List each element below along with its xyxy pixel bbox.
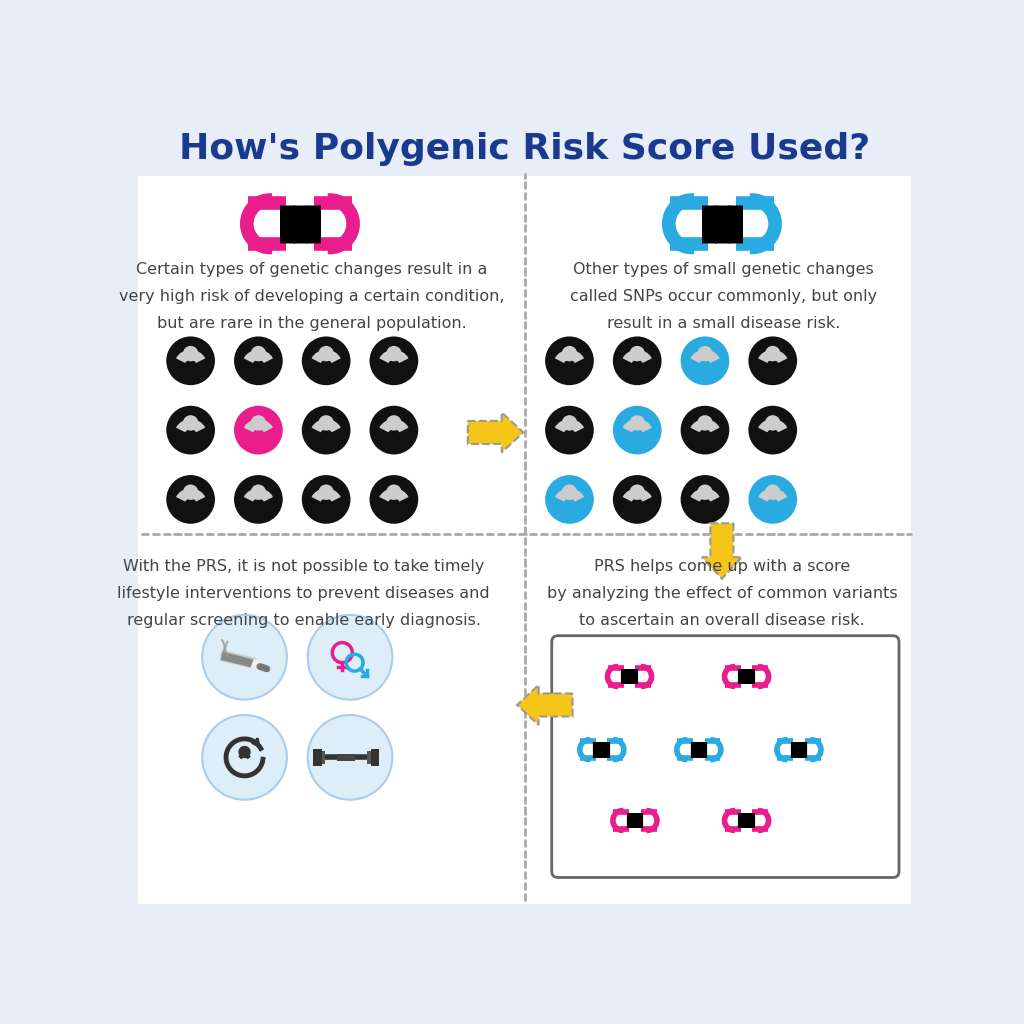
Polygon shape — [468, 413, 523, 453]
Circle shape — [183, 415, 199, 431]
Circle shape — [318, 346, 334, 361]
Circle shape — [746, 404, 799, 456]
Circle shape — [746, 474, 799, 525]
Circle shape — [165, 335, 216, 386]
Circle shape — [562, 484, 578, 500]
Circle shape — [562, 415, 578, 431]
Circle shape — [611, 404, 663, 456]
Circle shape — [765, 415, 780, 431]
Circle shape — [202, 614, 287, 699]
Circle shape — [630, 415, 645, 431]
Circle shape — [369, 404, 420, 456]
Circle shape — [679, 404, 731, 456]
Circle shape — [630, 484, 645, 500]
Circle shape — [251, 346, 266, 361]
Circle shape — [183, 484, 199, 500]
FancyBboxPatch shape — [552, 636, 899, 878]
Circle shape — [611, 335, 663, 386]
Bar — [131, 123, 920, 174]
Text: PRS helps come up with a score
by analyzing the effect of common variants
to asc: PRS helps come up with a score by analyz… — [547, 559, 897, 628]
Circle shape — [183, 346, 199, 361]
Circle shape — [765, 346, 780, 361]
Bar — [337, 754, 355, 761]
Polygon shape — [701, 523, 742, 579]
Circle shape — [239, 745, 251, 758]
Circle shape — [544, 335, 595, 386]
Circle shape — [611, 474, 663, 525]
Circle shape — [251, 484, 266, 500]
Bar — [371, 749, 379, 766]
Circle shape — [251, 415, 266, 431]
Circle shape — [386, 484, 401, 500]
Circle shape — [765, 484, 780, 500]
Circle shape — [386, 415, 401, 431]
Circle shape — [679, 474, 731, 525]
Bar — [322, 752, 326, 764]
Circle shape — [300, 335, 352, 386]
Circle shape — [746, 335, 799, 386]
Circle shape — [300, 474, 352, 525]
Circle shape — [202, 715, 287, 800]
Circle shape — [544, 474, 595, 525]
Bar — [367, 752, 371, 764]
Circle shape — [232, 404, 284, 456]
Circle shape — [232, 474, 284, 525]
Circle shape — [300, 404, 352, 456]
Circle shape — [697, 346, 713, 361]
Text: Other types of small genetic changes
called SNPs occur commonly, but only
result: Other types of small genetic changes cal… — [570, 262, 877, 331]
Circle shape — [369, 474, 420, 525]
Circle shape — [562, 346, 578, 361]
Polygon shape — [517, 685, 572, 725]
Circle shape — [307, 614, 392, 699]
Circle shape — [232, 335, 284, 386]
Circle shape — [165, 474, 216, 525]
Bar — [313, 749, 322, 766]
Circle shape — [697, 415, 713, 431]
Circle shape — [697, 484, 713, 500]
Circle shape — [679, 335, 731, 386]
Circle shape — [630, 346, 645, 361]
Circle shape — [386, 346, 401, 361]
Text: How's Polygenic Risk Score Used?: How's Polygenic Risk Score Used? — [179, 132, 870, 166]
Circle shape — [369, 335, 420, 386]
Circle shape — [318, 415, 334, 431]
Text: With the PRS, it is not possible to take timely
lifestyle interventions to preve: With the PRS, it is not possible to take… — [118, 559, 490, 628]
Text: Certain types of genetic changes result in a
very high risk of developing a cert: Certain types of genetic changes result … — [119, 262, 504, 331]
Circle shape — [307, 715, 392, 800]
Circle shape — [544, 404, 595, 456]
Circle shape — [318, 484, 334, 500]
Circle shape — [165, 404, 216, 456]
